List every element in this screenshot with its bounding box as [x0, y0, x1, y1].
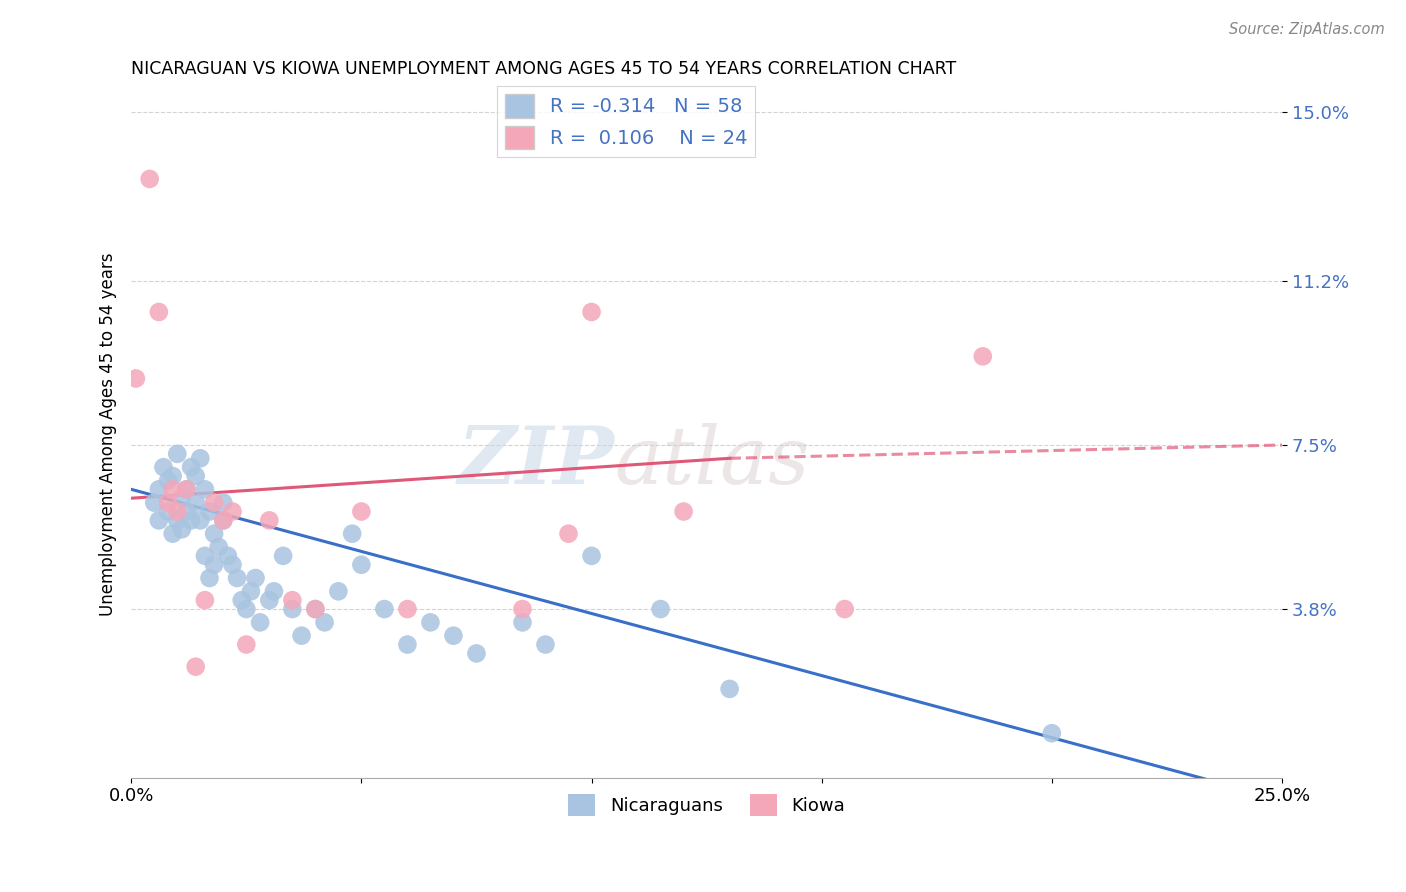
Point	[465, 647, 488, 661]
Point	[281, 593, 304, 607]
Point	[148, 513, 170, 527]
Point	[534, 638, 557, 652]
Point	[194, 593, 217, 607]
Point	[180, 513, 202, 527]
Point	[350, 558, 373, 572]
Point	[184, 496, 207, 510]
Point	[396, 638, 419, 652]
Point	[304, 602, 326, 616]
Point	[176, 483, 198, 497]
Point	[194, 483, 217, 497]
Point	[1040, 726, 1063, 740]
Point	[557, 526, 579, 541]
Point	[202, 526, 225, 541]
Point	[221, 558, 243, 572]
Point	[245, 571, 267, 585]
Point	[212, 496, 235, 510]
Point	[188, 513, 211, 527]
Point	[162, 526, 184, 541]
Point	[512, 602, 534, 616]
Point	[166, 504, 188, 518]
Point	[290, 629, 312, 643]
Point	[212, 513, 235, 527]
Point	[834, 602, 856, 616]
Point	[166, 513, 188, 527]
Point	[718, 681, 741, 696]
Point	[304, 602, 326, 616]
Point	[152, 460, 174, 475]
Point	[143, 496, 166, 510]
Point	[180, 460, 202, 475]
Point	[188, 451, 211, 466]
Point	[157, 496, 180, 510]
Point	[221, 504, 243, 518]
Point	[672, 504, 695, 518]
Point	[194, 549, 217, 563]
Legend: Nicaraguans, Kiowa: Nicaraguans, Kiowa	[561, 787, 852, 823]
Point	[162, 483, 184, 497]
Point	[148, 305, 170, 319]
Point	[217, 549, 239, 563]
Point	[396, 602, 419, 616]
Point	[198, 571, 221, 585]
Point	[148, 483, 170, 497]
Point	[235, 602, 257, 616]
Point	[443, 629, 465, 643]
Point	[184, 469, 207, 483]
Point	[226, 571, 249, 585]
Point	[176, 504, 198, 518]
Point	[328, 584, 350, 599]
Point	[157, 504, 180, 518]
Point	[166, 447, 188, 461]
Point	[212, 513, 235, 527]
Point	[138, 172, 160, 186]
Text: atlas: atlas	[614, 423, 810, 500]
Point	[239, 584, 262, 599]
Point	[125, 371, 148, 385]
Point	[972, 349, 994, 363]
Point	[314, 615, 336, 630]
Point	[271, 549, 294, 563]
Point	[512, 615, 534, 630]
Point	[235, 638, 257, 652]
Point	[202, 558, 225, 572]
Point	[581, 305, 603, 319]
Point	[202, 496, 225, 510]
Point	[176, 483, 198, 497]
Point	[650, 602, 672, 616]
Point	[581, 549, 603, 563]
Point	[184, 659, 207, 673]
Point	[249, 615, 271, 630]
Point	[170, 522, 193, 536]
Point	[419, 615, 441, 630]
Text: Source: ZipAtlas.com: Source: ZipAtlas.com	[1229, 22, 1385, 37]
Point	[350, 504, 373, 518]
Point	[259, 513, 281, 527]
Y-axis label: Unemployment Among Ages 45 to 54 years: Unemployment Among Ages 45 to 54 years	[100, 252, 117, 615]
Point	[157, 474, 180, 488]
Text: NICARAGUAN VS KIOWA UNEMPLOYMENT AMONG AGES 45 TO 54 YEARS CORRELATION CHART: NICARAGUAN VS KIOWA UNEMPLOYMENT AMONG A…	[131, 60, 956, 78]
Point	[162, 469, 184, 483]
Point	[231, 593, 253, 607]
Point	[263, 584, 285, 599]
Point	[281, 602, 304, 616]
Point	[170, 491, 193, 506]
Point	[208, 540, 231, 554]
Point	[340, 526, 363, 541]
Point	[373, 602, 395, 616]
Text: ZIP: ZIP	[458, 423, 614, 500]
Point	[198, 504, 221, 518]
Point	[259, 593, 281, 607]
